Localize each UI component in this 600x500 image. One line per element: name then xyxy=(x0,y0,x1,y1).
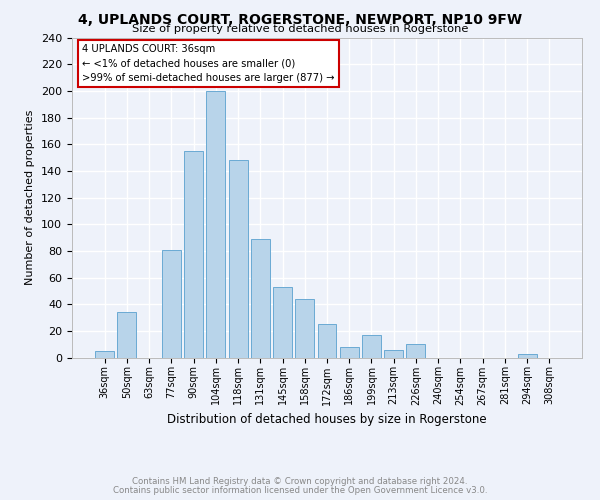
Bar xyxy=(229,160,248,358)
Y-axis label: Number of detached properties: Number of detached properties xyxy=(25,110,35,285)
Bar xyxy=(206,91,225,357)
Bar xyxy=(340,347,359,358)
Text: 4 UPLANDS COURT: 36sqm
← <1% of detached houses are smaller (0)
>99% of semi-det: 4 UPLANDS COURT: 36sqm ← <1% of detached… xyxy=(82,44,335,82)
Bar xyxy=(518,354,536,358)
Bar xyxy=(295,299,314,358)
Bar xyxy=(362,335,381,357)
Bar xyxy=(406,344,425,358)
Bar xyxy=(184,151,203,358)
Bar xyxy=(384,350,403,358)
Bar xyxy=(273,287,292,358)
Bar xyxy=(317,324,337,358)
Bar xyxy=(162,250,181,358)
Bar xyxy=(251,239,270,358)
Text: Contains HM Land Registry data © Crown copyright and database right 2024.: Contains HM Land Registry data © Crown c… xyxy=(132,477,468,486)
Text: Contains public sector information licensed under the Open Government Licence v3: Contains public sector information licen… xyxy=(113,486,487,495)
Text: Size of property relative to detached houses in Rogerstone: Size of property relative to detached ho… xyxy=(132,24,468,34)
Bar xyxy=(95,351,114,358)
Bar xyxy=(118,312,136,358)
X-axis label: Distribution of detached houses by size in Rogerstone: Distribution of detached houses by size … xyxy=(167,413,487,426)
Text: 4, UPLANDS COURT, ROGERSTONE, NEWPORT, NP10 9FW: 4, UPLANDS COURT, ROGERSTONE, NEWPORT, N… xyxy=(78,12,522,26)
